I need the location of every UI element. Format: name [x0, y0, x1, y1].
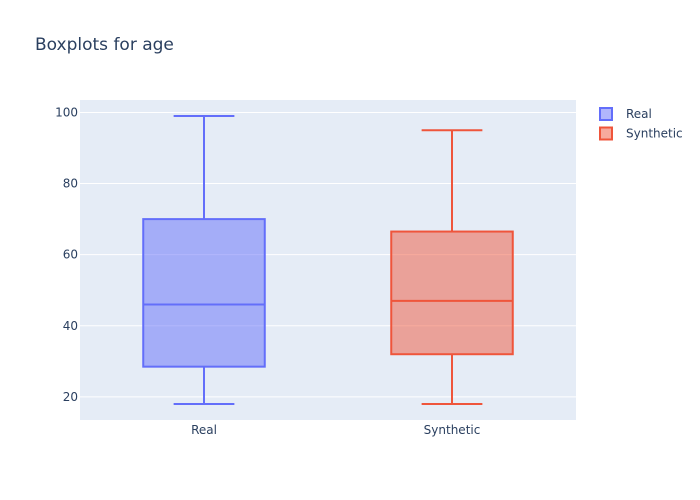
- x-tick-label: Real: [191, 423, 217, 437]
- box-synthetic: [390, 129, 514, 405]
- x-tick-label: Synthetic: [424, 423, 481, 437]
- legend-item-synthetic[interactable]: Synthetic: [599, 126, 683, 141]
- legend-label: Synthetic: [626, 127, 683, 141]
- y-tick-label: 60: [63, 248, 78, 262]
- iqr-box: [142, 218, 266, 368]
- y-axis-ticks: 20 40 60 80 100: [55, 105, 78, 403]
- y-tick-label: 20: [63, 390, 78, 404]
- legend-item-real[interactable]: Real: [599, 107, 652, 121]
- legend: Real Synthetic: [599, 107, 683, 141]
- legend-swatch: [599, 107, 613, 121]
- legend-label: Real: [626, 107, 652, 121]
- boxes: [142, 115, 514, 405]
- chart-title: Boxplots for age: [35, 35, 174, 55]
- x-axis-ticks: Real Synthetic: [191, 423, 480, 437]
- y-tick-label: 100: [55, 105, 78, 119]
- iqr-box: [390, 230, 514, 356]
- box-real: [142, 115, 266, 405]
- y-tick-label: 40: [63, 319, 78, 333]
- legend-swatch: [599, 126, 613, 141]
- y-tick-label: 80: [63, 177, 78, 191]
